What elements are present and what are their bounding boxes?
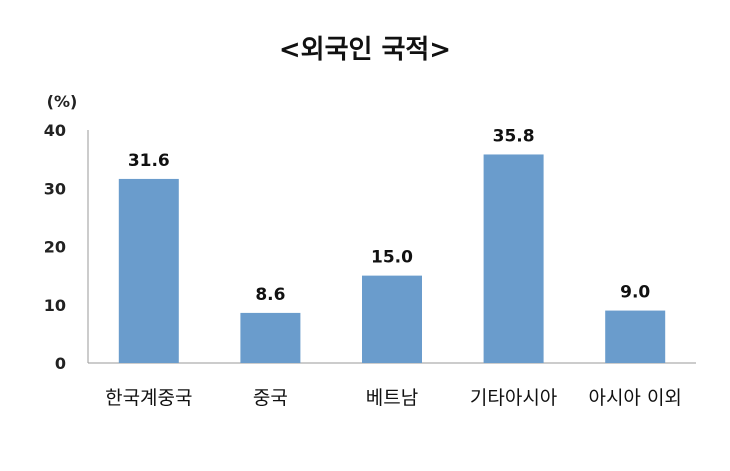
data-label-3: 15.0 xyxy=(371,248,413,268)
bar-4 xyxy=(483,154,544,363)
data-labels: 31.6 8.6 15.0 35.8 9.0 xyxy=(128,126,651,304)
y-tick-label-40: 40 xyxy=(44,121,66,140)
y-tick-label-20: 20 xyxy=(44,238,66,257)
y-tick-label-10: 10 xyxy=(44,296,66,315)
y-tick-label-0: 0 xyxy=(55,354,66,373)
x-tick-label-2: 중국 xyxy=(253,387,288,409)
y-axis-ticks: 0 10 20 30 40 xyxy=(44,121,66,373)
x-tick-label-1: 한국계중국 xyxy=(105,387,192,409)
data-label-5: 9.0 xyxy=(620,283,650,303)
bar-1 xyxy=(118,178,179,363)
y-tick-label-30: 30 xyxy=(44,179,66,198)
bar-series xyxy=(118,154,666,363)
data-label-1: 31.6 xyxy=(128,151,170,171)
x-tick-label-4: 기타아시아 xyxy=(470,387,557,409)
x-axis-ticks: 한국계중국 중국 베트남 기타아시아 아시아 이외 xyxy=(105,387,682,409)
bar-2 xyxy=(240,312,301,363)
bar-5 xyxy=(605,310,666,363)
x-tick-label-5: 아시아 이외 xyxy=(588,387,681,409)
bar-3 xyxy=(362,275,422,363)
x-tick-label-3: 베트남 xyxy=(366,387,418,409)
chart-title: <외국인 국적> xyxy=(279,35,451,65)
data-label-4: 35.8 xyxy=(493,126,535,146)
y-axis-unit: (%) xyxy=(47,92,78,111)
data-label-2: 8.6 xyxy=(255,285,285,305)
